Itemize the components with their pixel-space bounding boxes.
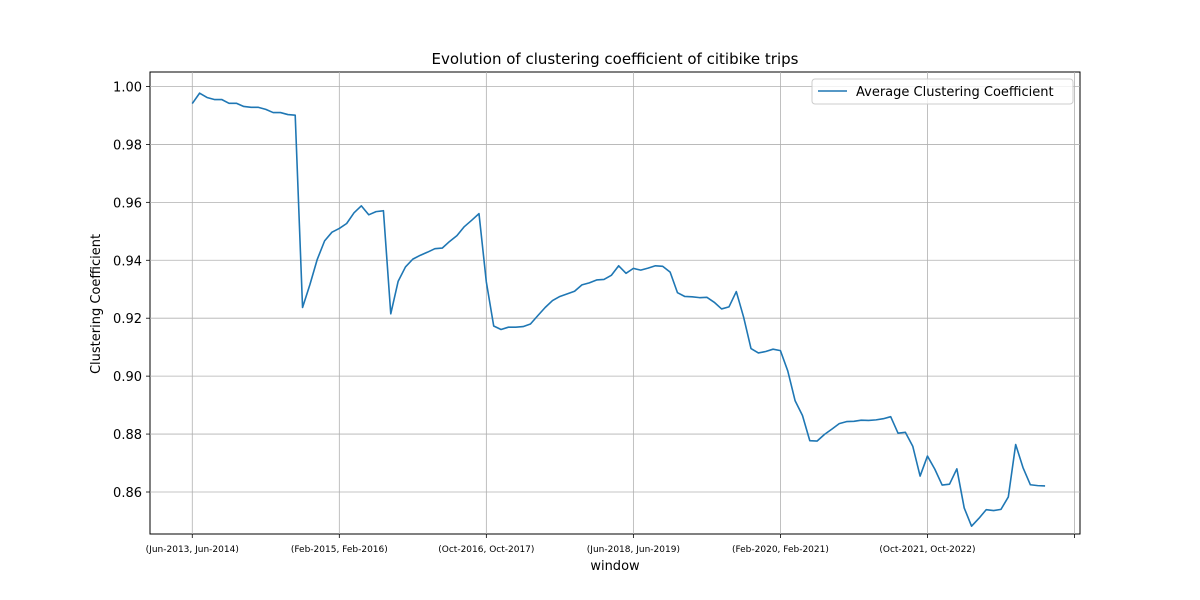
x-tick-label: (Oct-2016, Oct-2017) (438, 545, 534, 555)
legend: Average Clustering Coefficient (811, 78, 1074, 105)
y-tick-label: 0.92 (113, 312, 142, 327)
x-axis-label: window (590, 559, 640, 574)
plot-area (149, 71, 1081, 535)
y-tick-label: 0.88 (113, 428, 142, 443)
y-axis-label: Clustering Coefficient (89, 234, 104, 374)
x-tick-label: (Jun-2018, Jun-2019) (587, 545, 680, 555)
chart-title: Evolution of clustering coefficient of c… (432, 50, 799, 68)
legend-series-label: Average Clustering Coefficient (856, 85, 1054, 100)
x-tick-label: (Oct-2021, Oct-2022) (879, 545, 975, 555)
series-line (191, 92, 1046, 527)
grid (150, 72, 1080, 534)
y-tick-label: 0.86 (113, 486, 142, 501)
legend-box (811, 78, 1074, 105)
y-tick-label: 0.96 (113, 196, 142, 211)
y-tick-label: 0.90 (113, 370, 142, 385)
y-tick-label: 0.94 (113, 254, 142, 269)
axis-ticks: (Jun-2013, Jun-2014) (Feb-2015, Feb-2016)… (113, 80, 1075, 555)
x-tick-label: (Feb-2020, Feb-2021) (732, 545, 829, 555)
y-tick-label: 1.00 (113, 80, 142, 95)
x-tick-label: (Feb-2015, Feb-2016) (291, 545, 388, 555)
series-group (191, 92, 1046, 527)
y-tick-label: 0.98 (113, 138, 142, 153)
x-tick-label: (Jun-2013, Jun-2014) (146, 545, 239, 555)
